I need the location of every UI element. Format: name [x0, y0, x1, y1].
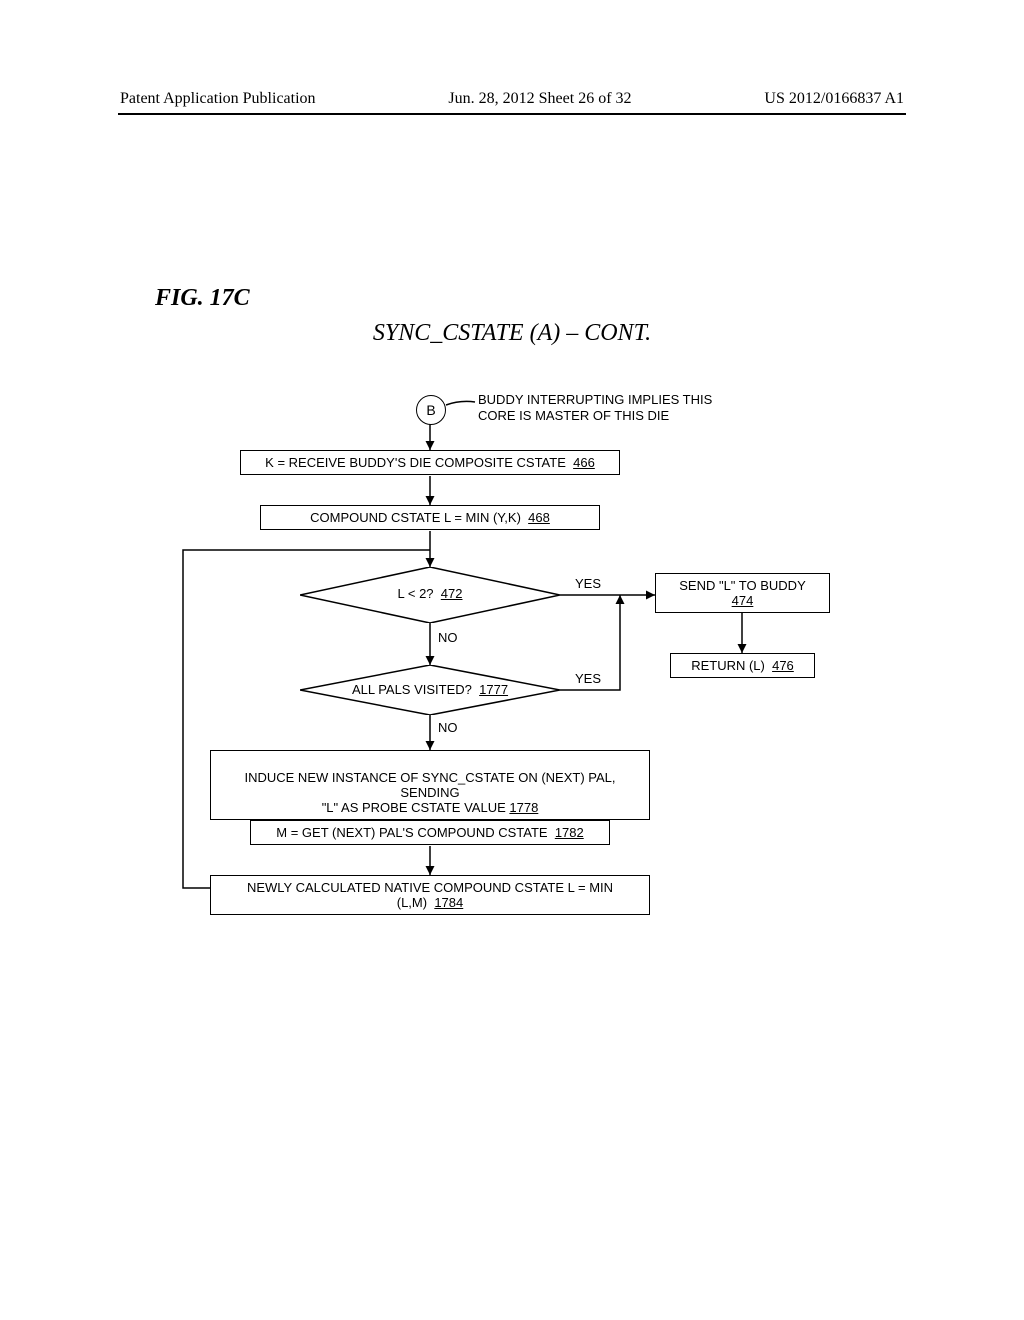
step-476: RETURN (L) 476 — [670, 653, 815, 678]
step-474-ref: 474 — [732, 593, 754, 608]
decision-1777-label: ALL PALS VISITED? 1777 — [300, 682, 560, 697]
step-1784-ref: 1784 — [434, 895, 463, 910]
step-1778: INDUCE NEW INSTANCE OF SYNC_CSTATE ON (N… — [210, 750, 650, 820]
decision-472-label: L < 2? 472 — [300, 586, 560, 601]
step-468-text: COMPOUND CSTATE L = MIN (Y,K) — [310, 510, 521, 525]
header-center: Jun. 28, 2012 Sheet 26 of 32 — [448, 90, 631, 108]
step-476-text: RETURN (L) — [691, 658, 765, 673]
label-472-yes: YES — [575, 576, 601, 591]
connector-B: B — [416, 395, 446, 425]
page-header: Patent Application Publication Jun. 28, … — [120, 90, 904, 108]
step-1782-ref: 1782 — [555, 825, 584, 840]
flowchart: B BUDDY INTERRUPTING IMPLIES THIS CORE I… — [0, 370, 1024, 1070]
step-476-ref: 476 — [772, 658, 794, 673]
decision-1777-ref: 1777 — [479, 682, 508, 697]
header-right: US 2012/0166837 A1 — [764, 90, 904, 108]
label-1777-no: NO — [438, 720, 458, 735]
header-divider — [118, 113, 906, 115]
step-468-ref: 468 — [528, 510, 550, 525]
decision-472-text: L < 2? — [398, 586, 434, 601]
label-472-no: NO — [438, 630, 458, 645]
decision-472-ref: 472 — [441, 586, 463, 601]
step-468: COMPOUND CSTATE L = MIN (Y,K) 468 — [260, 505, 600, 530]
figure-label: FIG. 17C — [155, 285, 250, 312]
step-466: K = RECEIVE BUDDY'S DIE COMPOSITE CSTATE… — [240, 450, 620, 475]
step-1784: NEWLY CALCULATED NATIVE COMPOUND CSTATE … — [210, 875, 650, 915]
figure-title: SYNC_CSTATE (A) – CONT. — [0, 320, 1024, 347]
flowchart-edges — [0, 370, 1024, 1070]
step-474-text: SEND "L" TO BUDDY — [679, 578, 806, 593]
step-1782: M = GET (NEXT) PAL'S COMPOUND CSTATE 178… — [250, 820, 610, 845]
step-466-ref: 466 — [573, 455, 595, 470]
step-466-text: K = RECEIVE BUDDY'S DIE COMPOSITE CSTATE — [265, 455, 566, 470]
header-left: Patent Application Publication — [120, 90, 316, 108]
step-1778-text: INDUCE NEW INSTANCE OF SYNC_CSTATE ON (N… — [244, 770, 615, 815]
step-1778-ref: 1778 — [509, 800, 538, 815]
label-1777-yes: YES — [575, 671, 601, 686]
step-1784-text: NEWLY CALCULATED NATIVE COMPOUND CSTATE … — [247, 880, 613, 910]
annotation-B: BUDDY INTERRUPTING IMPLIES THIS CORE IS … — [478, 392, 712, 423]
step-1782-text: M = GET (NEXT) PAL'S COMPOUND CSTATE — [276, 825, 547, 840]
step-474: SEND "L" TO BUDDY474 — [655, 573, 830, 613]
decision-1777-text: ALL PALS VISITED? — [352, 682, 472, 697]
